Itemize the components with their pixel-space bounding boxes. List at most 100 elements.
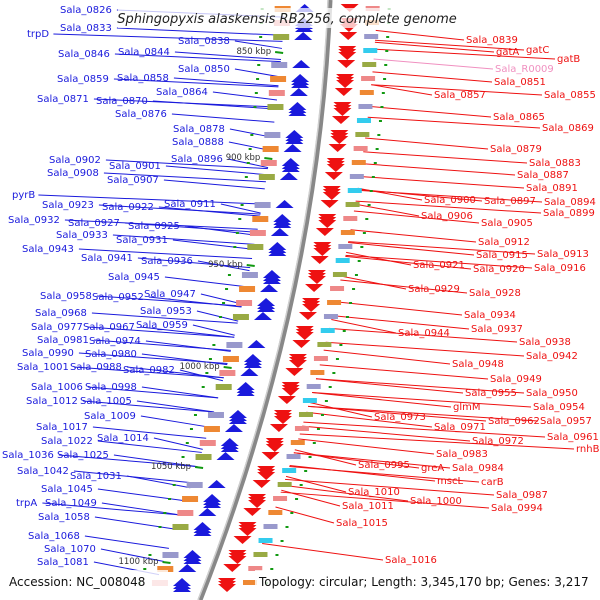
gene-label-left[interactable]: Sala_0941 (81, 253, 133, 264)
gene-label-left[interactable]: Sala_0846 (58, 49, 110, 60)
gene-label-left[interactable]: Sala_0959 (136, 320, 188, 331)
gene-label-right[interactable]: Sala_0972 (472, 436, 524, 447)
gene-label-right[interactable]: carB (481, 477, 504, 488)
gene-label-left[interactable]: Sala_0933 (56, 230, 108, 241)
gene-label-left[interactable]: trpD (27, 29, 49, 40)
gene-label-left[interactable]: Sala_0958 (40, 291, 92, 302)
gene-label-left[interactable]: Sala_1031 (70, 471, 122, 482)
gene-label-left[interactable]: trpA (16, 498, 37, 509)
gene-label-left[interactable]: Sala_0859 (57, 74, 109, 85)
gene-label-right[interactable]: Sala_0971 (434, 422, 486, 433)
gene-label-left[interactable]: Sala_0925 (128, 221, 180, 232)
gene-label-right[interactable]: Sala_0883 (529, 158, 581, 169)
gene-label-left[interactable]: Sala_0896 (171, 154, 223, 165)
gene-label-left[interactable]: Sala_0907 (107, 175, 159, 186)
gene-label-left[interactable]: Sala_0982 (123, 365, 175, 376)
gene-label-left[interactable]: Sala_0902 (49, 155, 101, 166)
gene-label-right[interactable]: Sala_0948 (452, 359, 504, 370)
gene-label-right[interactable]: Sala_0869 (542, 123, 594, 134)
gene-label-right[interactable]: Sala_0983 (436, 449, 488, 460)
gene-label-right[interactable]: rnhB (576, 444, 600, 455)
gene-label-right[interactable]: Sala_0961 (547, 432, 599, 443)
gene-label-left[interactable]: Sala_0864 (156, 87, 208, 98)
gene-label-right[interactable]: Sala_0949 (490, 374, 542, 385)
gene-label-left[interactable]: Sala_0974 (89, 336, 141, 347)
gene-label-left[interactable]: Sala_0911 (164, 199, 216, 210)
gene-label-right[interactable]: Sala_0905 (481, 218, 533, 229)
gene-label-right[interactable]: Sala_1016 (385, 555, 437, 566)
gene-label-left[interactable]: Sala_0871 (37, 94, 89, 105)
gene-label-left[interactable]: Sala_1005 (80, 396, 132, 407)
gene-label-right[interactable]: Sala_0855 (544, 90, 596, 101)
gene-label-right[interactable]: Sala_0950 (526, 388, 578, 399)
gene-label-right[interactable]: Sala_0865 (493, 112, 545, 123)
gene-label-left[interactable]: Sala_1017 (36, 422, 88, 433)
gene-label-right[interactable]: gatB (557, 54, 580, 65)
gene-label-left[interactable]: Sala_0947 (144, 289, 196, 300)
gene-label-right[interactable]: Sala_0954 (533, 402, 585, 413)
gene-label-right[interactable]: Sala_0879 (490, 144, 542, 155)
gene-label-right[interactable]: gatC (526, 45, 549, 56)
gene-label-right[interactable]: Sala_0934 (464, 310, 516, 321)
gene-label-left[interactable]: Sala_0888 (172, 137, 224, 148)
gene-label-right[interactable]: Sala_1000 (410, 496, 462, 507)
gene-label-right[interactable]: Sala_0916 (534, 263, 586, 274)
gene-label-right[interactable]: Sala_0906 (421, 211, 473, 222)
gene-label-left[interactable]: Sala_0908 (47, 168, 99, 179)
gene-label-left[interactable]: Sala_1001 (17, 362, 69, 373)
gene-label-right[interactable]: Sala_0851 (494, 77, 546, 88)
gene-label-right[interactable]: Sala_0944 (398, 328, 450, 339)
gene-label-right[interactable]: Sala_0921 (413, 260, 465, 271)
gene-label-left[interactable]: Sala_1014 (97, 433, 149, 444)
gene-label-right[interactable]: Sala_0929 (408, 284, 460, 295)
gene-label-left[interactable]: Sala_0953 (140, 306, 192, 317)
gene-label-right[interactable]: Sala_0995 (358, 460, 410, 471)
gene-label-left[interactable]: Sala_1058 (38, 512, 90, 523)
gene-label-right[interactable]: Sala_0957 (540, 416, 592, 427)
gene-label-left[interactable]: Sala_0945 (108, 272, 160, 283)
gene-label-left[interactable]: Sala_0922 (102, 202, 154, 213)
gene-label-left[interactable]: Sala_1068 (28, 531, 80, 542)
gene-label-right[interactable]: Sala_0891 (526, 183, 578, 194)
gene-label-right[interactable]: greA (421, 463, 444, 474)
gene-label-right[interactable]: Sala_1010 (348, 487, 400, 498)
gene-label-right[interactable]: Sala_1011 (342, 501, 394, 512)
gene-label-left[interactable]: Sala_1042 (17, 466, 69, 477)
gene-label-left[interactable]: Sala_0932 (8, 215, 60, 226)
gene-label-left[interactable]: Sala_0943 (22, 244, 74, 255)
gene-label-left[interactable]: Sala_1036 (2, 450, 54, 461)
gene-label-left[interactable]: Sala_0850 (178, 64, 230, 75)
gene-label-right[interactable]: Sala_0984 (452, 463, 504, 474)
gene-label-right[interactable]: Sala_0955 (465, 388, 517, 399)
gene-label-left[interactable]: Sala_0977 (31, 322, 83, 333)
gene-label-left[interactable]: Sala_0833 (60, 23, 112, 34)
gene-label-left[interactable]: Sala_0838 (178, 36, 230, 47)
gene-label-right[interactable]: Sala_0987 (496, 490, 548, 501)
gene-label-left[interactable]: Sala_0980 (85, 349, 137, 360)
gene-label-left[interactable]: Sala_1081 (37, 557, 89, 568)
gene-label-left[interactable]: Sala_0936 (141, 256, 193, 267)
gene-label-right[interactable]: gatA (496, 47, 519, 58)
gene-label-left[interactable]: Sala_0981 (37, 335, 89, 346)
gene-label-right[interactable]: Sala_0915 (476, 250, 528, 261)
gene-label-left[interactable]: Sala_1022 (41, 436, 93, 447)
gene-label-right[interactable]: Sala_0900 (424, 195, 476, 206)
gene-label-left[interactable]: Sala_0967 (83, 322, 135, 333)
gene-label-right[interactable]: glmM (453, 402, 481, 413)
gene-label-left[interactable]: Sala_0826 (60, 5, 112, 16)
gene-label-right[interactable]: Sala_0913 (537, 249, 589, 260)
gene-label-left[interactable]: pyrB (12, 190, 35, 201)
gene-label-left[interactable]: Sala_0876 (115, 109, 167, 120)
gene-label-left[interactable]: Sala_1006 (31, 382, 83, 393)
gene-label-left[interactable]: Sala_0923 (42, 200, 94, 211)
gene-label-left[interactable]: Sala_1025 (57, 450, 109, 461)
gene-label-left[interactable]: Sala_0878 (173, 124, 225, 135)
gene-label-left[interactable]: Sala_0952 (92, 292, 144, 303)
gene-label-right[interactable]: Sala_0920 (473, 264, 525, 275)
gene-label-right[interactable]: Sala_0994 (491, 503, 543, 514)
gene-label-left[interactable]: Sala_0968 (35, 308, 87, 319)
gene-label-right[interactable]: Sala_0938 (519, 337, 571, 348)
gene-label-left[interactable]: Sala_1045 (41, 484, 93, 495)
gene-label-right[interactable]: Sala_0928 (469, 288, 521, 299)
gene-label-left[interactable]: Sala_0998 (85, 382, 137, 393)
